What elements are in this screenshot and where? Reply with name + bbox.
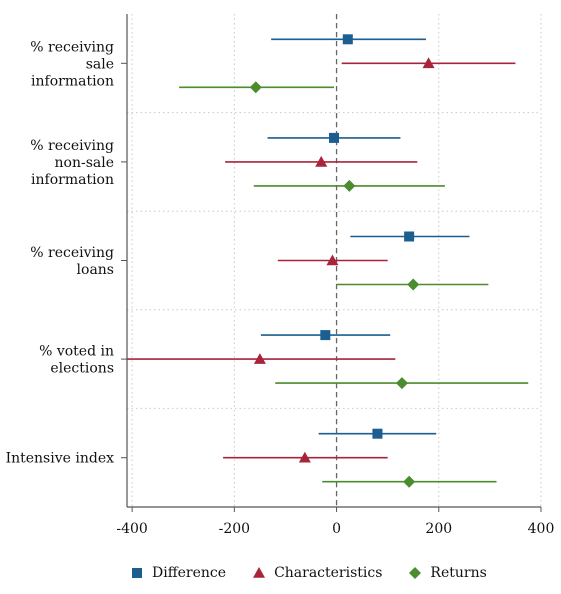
point-estimate-triangle [326,254,339,266]
point-estimate-triangle [298,451,311,463]
point-estimate-square [320,330,331,341]
point-estimate-diamond [343,179,356,192]
legend-marker-diamond [409,567,422,579]
category-label: % receiving loans [30,245,114,278]
point-estimate-diamond [403,475,416,488]
point-estimate-triangle [422,57,435,69]
legend-item-characteristics: Characteristics [252,565,382,581]
legend-symbol [253,567,266,578]
point-estimate-diamond [407,278,420,291]
legend-marker-triangle [253,567,266,578]
point-estimate-square [342,34,353,45]
series-characteristics [127,57,516,463]
point-estimate-diamond [395,377,408,390]
axis-layer: -400 -200 0 200 400 [116,14,554,537]
x-tick-label: 400 [528,521,555,537]
x-tick-label: 200 [425,521,452,537]
legend-label: Characteristics [274,565,383,581]
series-returns [179,81,529,488]
category-label: % voted in elections [39,344,114,377]
legend-label: Returns [430,565,487,581]
point-estimate-square [404,231,415,242]
legend-label: Difference [152,565,227,581]
category-label: % receiving sale information [30,39,114,89]
point-estimate-triangle [253,353,266,364]
legend-item-difference: Difference [130,565,226,581]
point-estimate-triangle [315,155,328,167]
series-layer [127,34,529,488]
x-tick-label: 0 [332,521,341,537]
series-difference [260,34,470,439]
legend-symbol [132,568,142,578]
legend-marker-square [132,568,142,578]
point-estimate-diamond [249,81,262,94]
x-tick-label: -400 [116,521,147,537]
category-label: % receiving non-sale information [30,138,114,188]
point-estimate-square [329,132,339,143]
legend-item-returns: Returns [408,565,487,581]
point-estimate-square [372,428,383,439]
legend-symbol [409,567,422,579]
x-tick-label: -200 [219,521,250,537]
label-layer: % receiving sale information % receiving non… [6,39,115,466]
grid-layer [127,14,542,507]
category-label: Intensive index [6,451,115,467]
legend: Difference Characteristics Returns [130,560,550,586]
